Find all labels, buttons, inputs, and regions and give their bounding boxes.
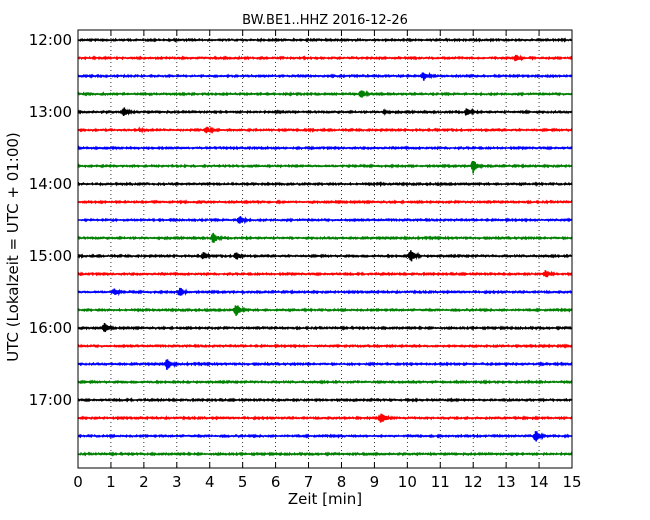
trace-1645 [77,379,573,385]
trace-1530 [77,287,573,297]
trace-1445 [77,232,573,243]
trace-1245 [77,89,573,98]
trace-1515 [77,270,573,278]
trace-1615 [77,343,573,349]
trace-1630 [77,359,573,370]
x-tick-label-11: 11 [431,473,450,491]
traces [77,37,573,457]
y-tick-label-5: 17:00 [29,391,72,409]
x-tick-label-0: 0 [73,473,83,491]
x-tick-label-2: 2 [139,473,149,491]
trace-1700 [77,397,573,403]
trace-1230 [77,71,573,81]
x-tick-label-14: 14 [530,473,549,491]
trace-1600 [77,322,572,333]
trace-1745 [78,451,573,457]
x-tick-label-9: 9 [370,473,380,491]
y-tick-label-0: 12:00 [29,31,72,49]
x-tick-label-15: 15 [562,473,581,491]
x-tick-label-4: 4 [205,473,215,491]
trace-1200 [78,37,573,43]
y-tick-label-2: 14:00 [29,175,72,193]
trace-1315 [77,125,573,134]
trace-1545 [77,305,573,316]
y-tick-label-1: 13:00 [29,103,72,121]
trace-1300 [77,107,573,117]
trace-1415 [77,199,573,205]
y-tick-label-3: 15:00 [29,247,72,265]
x-tick-label-3: 3 [172,473,182,491]
x-axis-label: Zeit [min] [288,490,362,508]
x-tick-label-1: 1 [106,473,116,491]
trace-1500 [77,250,573,262]
x-tick-label-8: 8 [337,473,347,491]
trace-1215 [77,54,573,62]
x-tick-label-7: 7 [304,473,314,491]
chart-title: BW.BE1..HHZ 2016-12-26 [242,13,408,28]
x-axis: 0 1 2 3 4 5 6 7 8 9 10 11 12 13 14 15 [73,30,582,491]
trace-1345 [77,160,573,174]
x-tick-label-5: 5 [238,473,248,491]
trace-1730 [77,431,573,442]
y-axis: 12:00 13:00 14:00 15:00 16:00 17:00 [29,31,572,409]
y-axis-label: UTC (Lokalzeit = UTC + 01:00) [4,132,22,362]
trace-1715 [77,413,573,423]
trace-1400 [77,181,573,188]
trace-1430 [77,216,573,225]
y-tick-label-4: 16:00 [29,319,72,337]
x-tick-label-13: 13 [497,473,516,491]
x-tick-label-10: 10 [398,473,417,491]
x-tick-label-12: 12 [464,473,483,491]
x-tick-label-6: 6 [271,473,281,491]
trace-1330 [77,145,573,151]
plot-frame [77,29,573,469]
